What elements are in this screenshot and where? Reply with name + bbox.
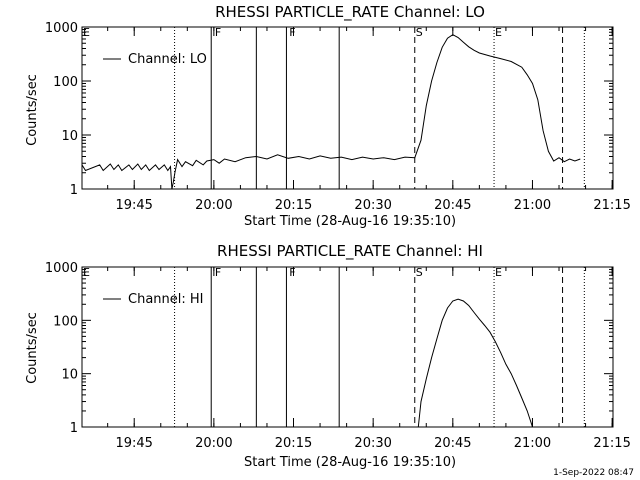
lo-top-label-1: F — [215, 26, 221, 39]
lo-plot-title: RHESSI PARTICLE_RATE Channel: LO — [215, 3, 485, 22]
hi-xtick-label-2: 20:15 — [275, 436, 312, 451]
hi-xtick-label-0: 19:45 — [115, 436, 152, 451]
lo-ytick-label-2: 100 — [53, 75, 78, 90]
lo-xtick-label-0: 19:45 — [115, 198, 152, 213]
lo-marker-label-5: S — [416, 26, 423, 39]
lo-ytick-label-3: 1000 — [45, 21, 78, 36]
footer-date: 1-Sep-2022 08:47 — [553, 468, 634, 478]
lo-plot-frame — [81, 26, 614, 190]
hi-plot-title: RHESSI PARTICLE_RATE Channel: HI — [217, 242, 483, 261]
lo-xtick-label-3: 20:30 — [354, 198, 391, 213]
lo-xtick-label-2: 20:15 — [275, 198, 312, 213]
lo-series-line-0 — [81, 34, 581, 190]
lo-x-axis-label: Start Time (28-Aug-16 19:35:10) — [244, 214, 456, 229]
hi-xtick-label-1: 20:00 — [195, 436, 232, 451]
hi-legend-label: Channel: HI — [128, 292, 204, 307]
hi-ytick-label-2: 100 — [53, 314, 78, 329]
lo-xtick-label-1: 20:00 — [195, 198, 232, 213]
lo-xtick-label-4: 20:45 — [434, 198, 471, 213]
hi-ytick-label-3: 1000 — [45, 261, 78, 276]
lo-legend-label: Channel: LO — [128, 52, 207, 67]
lo-marker-label-6: E — [495, 26, 502, 39]
hi-xtick-label-3: 20:30 — [354, 436, 391, 451]
lo-top-label-0: E — [83, 26, 90, 39]
lo-channel-plot: RHESSI PARTICLE_RATE Channel: LO Start T… — [25, 3, 631, 229]
hi-plot-frame — [81, 266, 614, 428]
lo-xtick-label-5: 21:00 — [514, 198, 551, 213]
lo-ytick-label-0: 1 — [70, 183, 78, 198]
hi-y-axis-label: Counts/sec — [25, 312, 40, 384]
lo-y-axis-label: Counts/sec — [25, 74, 40, 146]
hi-ytick-label-0: 1 — [70, 421, 78, 436]
hi-x-axis-label: Start Time (28-Aug-16 19:35:10) — [244, 455, 456, 470]
hi-xtick-label-6: 21:15 — [593, 436, 630, 451]
lo-ytick-label-1: 10 — [61, 129, 78, 144]
hi-marker-label-5: S — [416, 266, 423, 279]
hi-channel-plot: RHESSI PARTICLE_RATE Channel: HI Start T… — [25, 242, 631, 470]
hi-xtick-label-4: 20:45 — [434, 436, 471, 451]
lo-top-label-2: F — [289, 26, 295, 39]
hi-top-label-2: F — [289, 266, 295, 279]
hi-top-label-0: E — [83, 266, 90, 279]
hi-ytick-label-1: 10 — [61, 368, 78, 383]
hi-top-label-1: F — [215, 266, 221, 279]
lo-xtick-label-6: 21:15 — [593, 198, 630, 213]
hi-marker-label-6: E — [495, 266, 502, 279]
hi-xtick-label-5: 21:00 — [514, 436, 551, 451]
hi-series-line-0 — [417, 298, 533, 428]
